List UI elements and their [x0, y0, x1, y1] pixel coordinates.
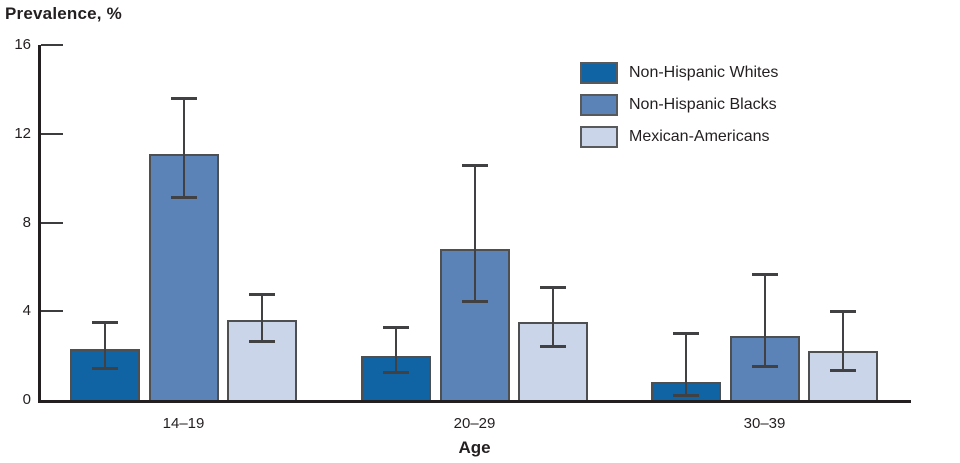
error-bar-cap-top: [751, 272, 778, 276]
error-bar-line: [842, 311, 844, 372]
x-axis-category-label: 30–39: [743, 415, 786, 432]
error-bar-line: [473, 164, 476, 303]
error-bar-line: [104, 322, 106, 369]
legend-label: Non-Hispanic Whites: [629, 64, 779, 81]
y-axis-title: Prevalence, %: [5, 4, 122, 23]
x-axis-category-label: 14–19: [162, 415, 205, 432]
y-axis-tick-label: 12: [14, 124, 31, 142]
legend: Non-Hispanic Whites Non-Hispanic Blacks Me…: [580, 62, 778, 158]
error-bar-line: [182, 98, 185, 199]
error-bar-cap-bottom: [461, 300, 488, 304]
x-axis-category-label: 20–29: [453, 415, 496, 432]
bar-mexican-americans-2: [518, 322, 588, 400]
legend-label: Non-Hispanic Blacks: [629, 96, 777, 113]
error-bar-cap-top: [830, 310, 856, 314]
error-bar-cap-top: [249, 292, 275, 296]
error-bar-line: [552, 286, 554, 347]
y-axis-tick: [41, 221, 63, 224]
error-bar-line: [763, 273, 766, 367]
legend-label: Mexican-Americans: [629, 128, 770, 145]
error-bar-line: [685, 333, 687, 396]
error-bar-cap-top: [673, 332, 699, 336]
plot-area: [38, 44, 911, 403]
error-bar-cap-bottom: [751, 364, 778, 368]
error-bar-cap-top: [540, 285, 566, 289]
error-bar-line: [395, 326, 397, 374]
y-axis-tick-label: 4: [22, 302, 31, 320]
legend-item: Non-Hispanic Whites: [580, 62, 778, 84]
legend-swatch: [580, 62, 618, 84]
legend-item: Mexican-Americans: [580, 126, 778, 148]
error-bar-cap-bottom: [830, 369, 856, 373]
error-bar-cap-bottom: [170, 196, 197, 200]
error-bar-cap-bottom: [383, 371, 409, 375]
y-axis-tick: [41, 310, 63, 313]
error-bar-cap-top: [92, 321, 118, 325]
bar-mexican-americans-1: [227, 320, 297, 400]
error-bar-cap-top: [170, 97, 197, 101]
error-bar-cap-bottom: [92, 366, 118, 370]
legend-item: Non-Hispanic Blacks: [580, 94, 778, 116]
error-bar-cap-top: [461, 163, 488, 167]
legend-swatch: [580, 94, 618, 116]
y-axis-tick: [41, 44, 63, 46]
legend-swatch: [580, 126, 618, 148]
error-bar-line: [261, 293, 263, 343]
x-axis-title: Age: [458, 438, 491, 457]
y-axis-tick-label: 8: [22, 213, 31, 231]
error-bar-cap-bottom: [673, 393, 699, 397]
y-axis-tick-label: 0: [22, 391, 31, 408]
y-axis-tick: [41, 132, 63, 135]
error-bar-cap-top: [383, 325, 409, 329]
y-axis-tick-label: 16: [14, 36, 31, 53]
error-bar-cap-bottom: [540, 344, 566, 348]
error-bar-cap-bottom: [249, 340, 275, 344]
